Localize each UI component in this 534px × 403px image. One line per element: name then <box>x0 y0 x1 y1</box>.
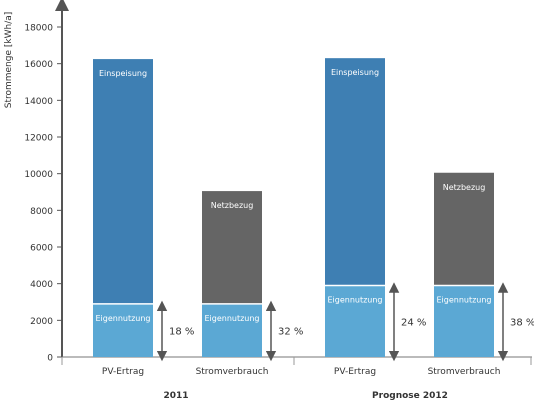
y-tick-label: 16000 <box>24 60 53 70</box>
bar-segment <box>202 303 262 357</box>
category-label: PV-Ertrag <box>102 367 144 377</box>
segment-label: Netzbezug <box>211 201 254 210</box>
segment-label: Eigennutzung <box>327 296 382 305</box>
y-tick-label: 8000 <box>30 207 53 217</box>
bar-segment <box>434 172 494 286</box>
share-percent: 32 % <box>278 326 303 337</box>
share-percent: 24 % <box>401 317 426 328</box>
bar-segment <box>93 303 153 357</box>
segment-label: Eigennutzung <box>436 296 491 305</box>
y-tick-label: 14000 <box>24 97 53 107</box>
category-label: Stromverbrauch <box>428 367 501 377</box>
y-axis-label: Strommenge [kWh/a] <box>4 12 14 109</box>
share-percent: 38 % <box>510 317 534 328</box>
category-label: Stromverbrauch <box>196 367 269 377</box>
y-tick-label: 10000 <box>24 170 53 180</box>
bar-segment <box>434 285 494 357</box>
segment-label: Eigennutzung <box>95 314 150 323</box>
segment-label: Eigennutzung <box>204 314 259 323</box>
share-percent: 18 % <box>169 326 194 337</box>
bar-segment <box>202 191 262 304</box>
y-tick-label: 6000 <box>30 244 53 254</box>
segment-label: Netzbezug <box>443 183 486 192</box>
segment-label: Einspeisung <box>331 68 379 77</box>
group-label: Prognose 2012 <box>372 391 448 401</box>
y-tick-label: 2000 <box>30 317 53 327</box>
bar-segment <box>325 285 385 357</box>
category-label: PV-Ertrag <box>334 367 376 377</box>
y-tick-label: 0 <box>47 354 53 364</box>
group-label: 2011 <box>163 391 188 401</box>
segment-label: Einspeisung <box>99 69 147 78</box>
y-tick-label: 12000 <box>24 134 53 144</box>
bar-segment <box>93 59 153 304</box>
bar-segment <box>325 58 385 286</box>
y-tick-label: 4000 <box>30 280 53 290</box>
y-tick-label: 18000 <box>24 24 53 34</box>
